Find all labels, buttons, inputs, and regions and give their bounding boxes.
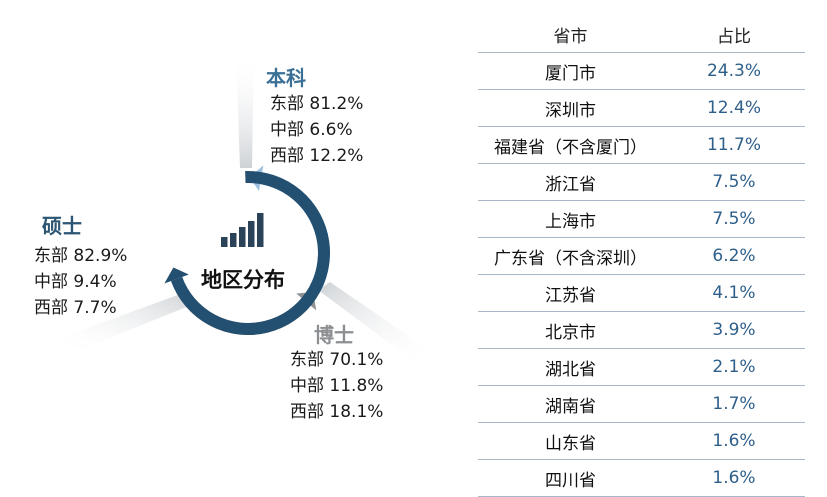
icon-bar xyxy=(230,233,237,247)
share-cell: 7.5% xyxy=(663,163,805,201)
bachelor-line-east: 东部 81.2% xyxy=(270,94,364,114)
degree-title-phd: 博士 xyxy=(314,323,354,347)
share-cell: 3.9% xyxy=(663,311,805,349)
ring-arc-master-arrowhead xyxy=(164,267,189,284)
share-cell: 12.4% xyxy=(663,89,805,127)
table-row: 浙江省 7.5% xyxy=(478,163,805,201)
province-cell: 四川省 xyxy=(478,459,663,497)
table-row: 深圳市 12.4% xyxy=(478,89,805,127)
table-header-row: 省市 占比 xyxy=(478,16,805,53)
province-cell: 湖北省 xyxy=(478,348,663,386)
province-cell: 福建省（不含厦门） xyxy=(478,126,663,164)
icon-bar xyxy=(257,213,264,247)
table-row: 江苏省 4.1% xyxy=(478,274,805,312)
table-row: 北京市 3.9% xyxy=(478,311,805,349)
province-cell: 山东省 xyxy=(478,422,663,460)
bachelor-line-central: 中部 6.6% xyxy=(270,120,353,140)
header-share: 占比 xyxy=(663,16,805,53)
share-cell: 7.5% xyxy=(663,200,805,238)
master-line-west: 西部 7.7% xyxy=(34,298,117,318)
share-cell: 6.2% xyxy=(663,237,805,275)
province-cell: 北京市 xyxy=(478,311,663,349)
province-cell: 湖南省 xyxy=(478,385,663,423)
share-cell: 24.3% xyxy=(663,52,805,90)
icon-bar xyxy=(248,221,255,247)
share-cell: 11.7% xyxy=(663,126,805,164)
phd-line-east: 东部 70.1% xyxy=(290,350,384,370)
province-cell: 深圳市 xyxy=(478,89,663,127)
table-row: 四川省 1.6% xyxy=(478,459,805,497)
table-row: 福建省（不含厦门） 11.7% xyxy=(478,126,805,164)
share-cell: 1.6% xyxy=(663,422,805,460)
phd-line-west: 西部 18.1% xyxy=(290,402,384,422)
divider-shadow-top xyxy=(236,52,254,168)
icon-bar xyxy=(221,237,228,247)
degree-title-master: 硕士 xyxy=(42,214,82,238)
table-row: 广东省（不含深圳） 6.2% xyxy=(478,237,805,275)
province-cell: 上海市 xyxy=(478,200,663,238)
table-row: 湖南省 1.7% xyxy=(478,385,805,423)
master-line-east: 东部 82.9% xyxy=(34,246,128,266)
province-cell: 广东省（不含深圳） xyxy=(478,237,663,275)
table-row: 山东省 1.6% xyxy=(478,422,805,460)
header-province: 省市 xyxy=(478,16,663,53)
bar-chart-icon xyxy=(221,213,264,247)
phd-line-central: 中部 11.8% xyxy=(290,376,384,396)
province-share-table: 省市 占比 厦门市 24.3% 深圳市 12.4% 福建省（不含厦门） 11.7% 浙江省 7… xyxy=(478,16,805,497)
province-cell: 厦门市 xyxy=(478,52,663,90)
divider-shadow-right xyxy=(318,282,432,360)
share-cell: 1.6% xyxy=(663,459,805,497)
master-line-central: 中部 9.4% xyxy=(34,272,117,292)
province-cell: 江苏省 xyxy=(478,274,663,312)
bachelor-line-west: 西部 12.2% xyxy=(270,146,364,166)
degree-title-bachelor: 本科 xyxy=(266,66,306,90)
divider-shadow-left xyxy=(60,292,194,352)
region-cycle-diagram xyxy=(60,52,432,360)
share-cell: 2.1% xyxy=(663,348,805,386)
table-row: 厦门市 24.3% xyxy=(478,52,805,90)
share-cell: 1.7% xyxy=(663,385,805,423)
icon-bar xyxy=(239,227,246,247)
share-cell: 4.1% xyxy=(663,274,805,312)
ring-arc-master xyxy=(170,171,330,335)
table-row: 湖北省 2.1% xyxy=(478,348,805,386)
center-label: 地区分布 xyxy=(201,268,285,292)
table-row: 上海市 7.5% xyxy=(478,200,805,238)
province-cell: 浙江省 xyxy=(478,163,663,201)
cycle-ring xyxy=(164,165,330,335)
